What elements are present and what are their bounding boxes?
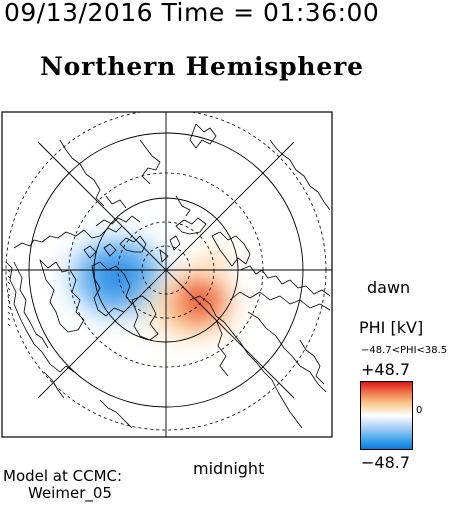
colorbar <box>360 381 413 450</box>
dawn-label: dawn <box>367 278 411 297</box>
coastline-islands-west <box>7 269 11 327</box>
midnight-label: midnight <box>193 459 265 478</box>
positive-potential-cell-north <box>190 240 238 284</box>
model-name: Weimer_05 <box>28 484 112 502</box>
map-frame <box>1 111 333 438</box>
hemisphere-title: Northern Hemisphere <box>40 52 364 81</box>
colorbar-zero-label: 0 <box>416 405 423 416</box>
polar-potential-map <box>1 111 333 438</box>
colorbar-title: PHI [kV] <box>359 318 424 337</box>
meridian-lines <box>2 112 332 437</box>
potential-cells <box>56 225 254 356</box>
colorbar-max-label: +48.7 <box>361 360 411 379</box>
model-label: Model at CCMC: <box>3 467 123 485</box>
greenland-canada-coast <box>95 215 181 263</box>
colorbar-min-label: −48.7 <box>361 453 411 472</box>
timestamp-title: 09/13/2016 Time = 01:36:00 <box>4 0 380 27</box>
colorbar-range: −48.7<PHI<38.5 <box>361 345 448 356</box>
